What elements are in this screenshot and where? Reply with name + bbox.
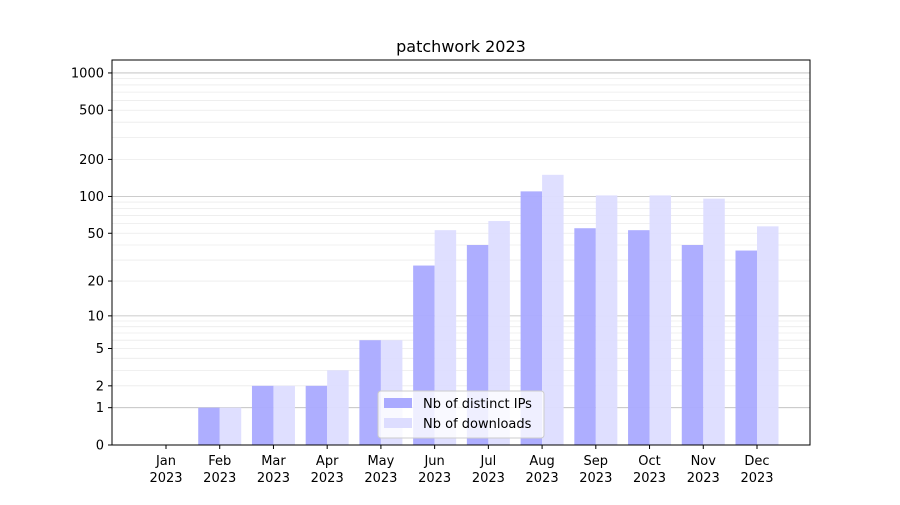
- x-tick-label: 2023: [633, 471, 666, 486]
- x-tick-label: Aug: [529, 454, 554, 469]
- x-tick-label: 2023: [579, 471, 612, 486]
- x-tick-label: 2023: [687, 471, 720, 486]
- bar-distinct-ips: [251, 385, 274, 445]
- x-tick-label: Apr: [316, 454, 339, 469]
- bar-distinct-ips: [735, 250, 757, 445]
- legend-box: [377, 390, 545, 439]
- x-tick-label: 2023: [257, 471, 290, 486]
- x-tick-label: Nov: [691, 454, 717, 469]
- x-tick-label: 2023: [418, 471, 451, 486]
- x-tick-label: 2023: [311, 471, 344, 486]
- x-tick-label: Feb: [208, 454, 231, 469]
- x-tick-label: 2023: [526, 471, 559, 486]
- bar-distinct-ips: [359, 340, 381, 445]
- plot-frame: [111, 59, 811, 446]
- bar-distinct-ips: [681, 245, 704, 445]
- y-tick-label: 1: [96, 401, 104, 416]
- bar-downloads: [703, 198, 725, 445]
- bar-downloads: [595, 195, 618, 445]
- legend: Nb of distinct IPs Nb of downloads: [377, 390, 545, 439]
- legend-label: Nb of downloads: [423, 417, 532, 432]
- bar-distinct-ips: [574, 228, 596, 445]
- y-tick-label: 2: [96, 379, 104, 394]
- y-tick-label: 100: [79, 190, 104, 205]
- bar-downloads: [649, 195, 672, 445]
- bar-downloads: [488, 221, 510, 445]
- legend-swatch: [384, 418, 412, 428]
- y-tick-label: 50: [87, 227, 104, 242]
- y-tick-label: 200: [79, 153, 104, 168]
- x-tick-label: 2023: [149, 471, 182, 486]
- y-tick-label: 0: [96, 439, 104, 454]
- y-tick-label: 500: [79, 104, 104, 119]
- x-tick-label: 2023: [203, 471, 236, 486]
- bar-distinct-ips: [305, 385, 328, 445]
- bar-downloads: [219, 407, 242, 445]
- x-tick-label: 2023: [364, 471, 397, 486]
- bar-downloads: [327, 370, 349, 445]
- x-tick-label: Oct: [638, 454, 660, 469]
- bar-distinct-ips: [628, 230, 650, 445]
- x-tick-label: May: [367, 454, 394, 469]
- bar-downloads: [273, 385, 295, 445]
- legend-label: Nb of distinct IPs: [423, 397, 532, 412]
- x-tick-label: Jan: [155, 454, 176, 469]
- x-tick-label: Mar: [261, 454, 286, 469]
- y-tick-label: 5: [96, 342, 104, 357]
- x-tick-label: 2023: [472, 471, 505, 486]
- legend-swatch: [384, 398, 412, 408]
- x-tick-label: Jun: [423, 454, 444, 469]
- y-tick-label: 10: [87, 309, 104, 324]
- x-tick-label: Jul: [480, 454, 497, 469]
- chart-title: patchwork 2023: [396, 37, 526, 56]
- bar-distinct-ips: [198, 407, 220, 445]
- y-tick-label: 20: [87, 275, 104, 290]
- x-tick-label: Sep: [584, 454, 609, 469]
- y-tick-label: 1000: [71, 66, 104, 81]
- bar-downloads: [542, 174, 564, 445]
- x-tick-label: Dec: [744, 454, 769, 469]
- bar-distinct-ips: [520, 191, 543, 445]
- x-tick-label: 2023: [740, 471, 773, 486]
- bar-downloads: [757, 226, 779, 445]
